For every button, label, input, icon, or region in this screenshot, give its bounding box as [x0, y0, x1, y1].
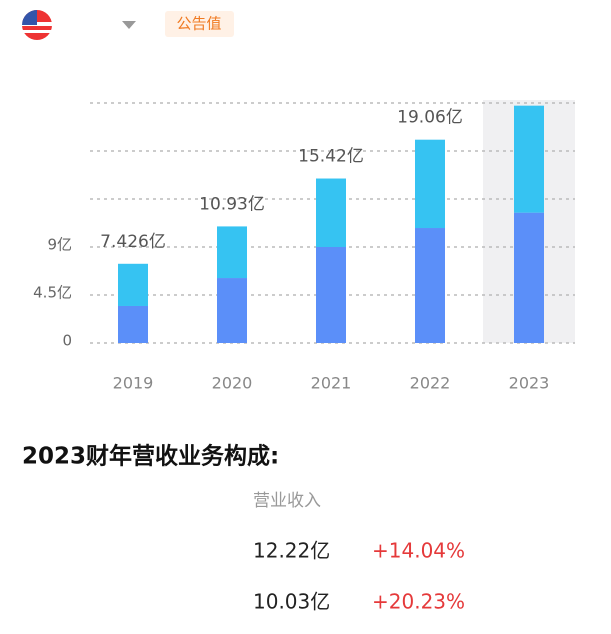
x-tick-label: 2021 [311, 374, 352, 393]
bar-segment [316, 247, 346, 343]
y-tick-label: 0 [62, 332, 72, 350]
total-label: 7.426亿 [100, 232, 166, 252]
cell-value: 12.22亿 [253, 539, 330, 563]
bar-segment [118, 263, 148, 306]
dropdown-arrow[interactable] [122, 21, 136, 29]
cell-change: +20.23% [372, 590, 465, 614]
bar-segment [217, 226, 247, 279]
table-title: 2023财年营收业务构成: [22, 443, 279, 470]
x-tick-label: 2019 [113, 374, 154, 393]
x-tick-label: 2023 [509, 374, 550, 393]
y-tick-label: 4.5亿 [33, 284, 72, 302]
x-tick-label: 2022 [410, 374, 451, 393]
bar-segment [514, 105, 544, 213]
y-tick-label: 9亿 [47, 236, 72, 254]
flag-stripe [22, 30, 52, 33]
cell-value: 10.03亿 [253, 590, 330, 614]
flag-canton [22, 10, 37, 25]
bar-segment [118, 305, 148, 343]
bar-segment [415, 228, 445, 343]
tag-bg [165, 11, 234, 37]
total-label: 15.42亿 [298, 147, 364, 167]
cell-change: +14.04% [372, 539, 465, 563]
x-tick-label: 2020 [212, 374, 253, 393]
tag: 公告值 [176, 15, 221, 33]
flag-icon[interactable] [22, 10, 52, 40]
bar-segment [415, 139, 445, 229]
total-label: 10.93亿 [199, 194, 265, 214]
bar-segment [316, 178, 346, 247]
bar-segment [514, 212, 544, 343]
total-label: 19.06亿 [397, 108, 463, 128]
table-header: 营业收入 [253, 491, 321, 511]
bar-segment [217, 278, 247, 343]
